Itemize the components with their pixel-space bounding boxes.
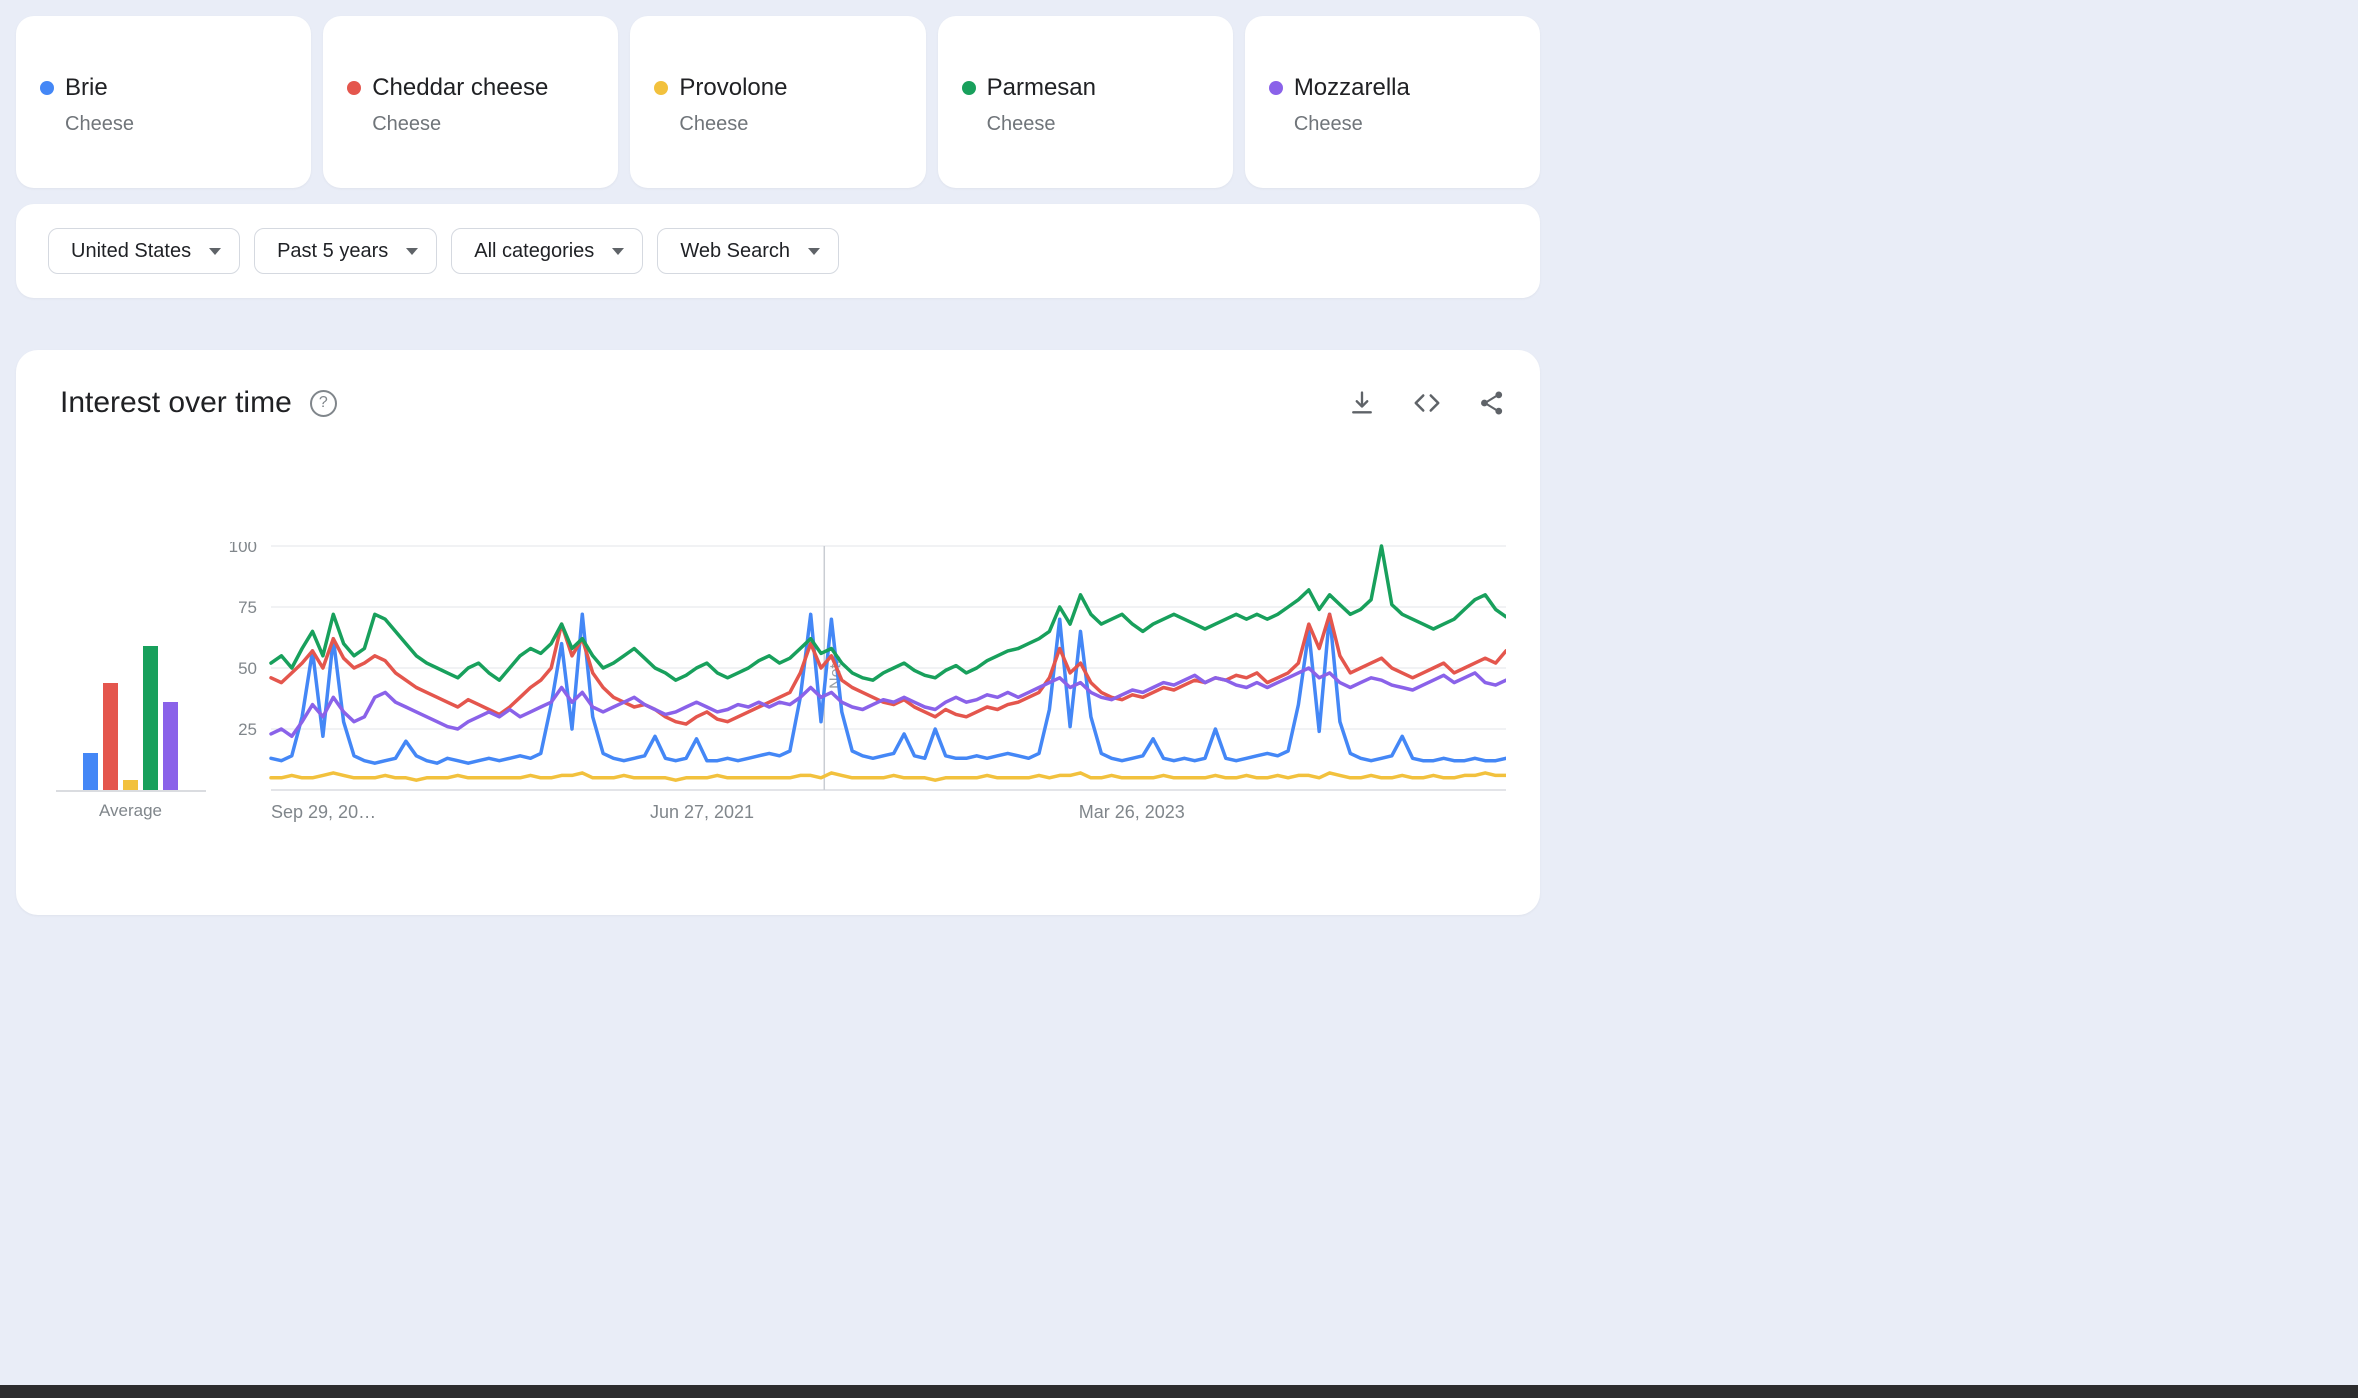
average-bar <box>83 753 98 790</box>
chevron-down-icon <box>808 247 820 255</box>
term-label: Brie <box>65 74 108 101</box>
cheddar-cheese-line <box>269 612 1506 726</box>
embed-icon[interactable] <box>1412 388 1442 418</box>
term-card-cheddar[interactable]: Cheddar cheese Cheese <box>323 16 619 188</box>
term-color-dot <box>347 81 362 95</box>
chart-title: Interest over time <box>60 386 292 419</box>
term-label: Parmesan <box>986 74 1096 101</box>
interest-over-time-card: Interest over time ? <box>16 350 1540 915</box>
term-color-dot <box>961 81 976 95</box>
filter-bar: United States Past 5 years All categorie… <box>16 204 1540 298</box>
filter-searchtype-dropdown[interactable]: Web Search <box>657 228 839 274</box>
filter-time-label: Past 5 years <box>277 239 389 262</box>
x-axis-date-label: Mar 26, 2023 <box>1078 802 1185 822</box>
average-bar <box>143 646 158 790</box>
average-bar-chart: Average <box>50 546 211 822</box>
term-color-dot <box>40 81 54 95</box>
term-card-parmesan[interactable]: Parmesan Cheese <box>937 16 1233 188</box>
term-subtitle: Cheese <box>372 113 442 135</box>
filter-searchtype-label: Web Search <box>680 239 790 262</box>
filter-time-dropdown[interactable]: Past 5 years <box>254 228 438 274</box>
average-label: Average <box>98 801 162 820</box>
average-bar <box>163 702 178 790</box>
filter-category-label: All categories <box>474 239 595 262</box>
x-axis-date-label: Jun 27, 2021 <box>649 802 755 822</box>
term-subtitle: Cheese <box>1293 113 1363 135</box>
x-axis-date-label: Sep 29, 20… <box>271 802 377 822</box>
filter-category-dropdown[interactable]: All categories <box>451 228 644 274</box>
x-axis-labels: Sep 29, 20… Jun 27, 2021 Mar 26, 2023 <box>271 794 1506 822</box>
y-tick-label: 25 <box>238 720 257 739</box>
y-tick-label: 100 <box>229 542 257 556</box>
page-content: Brie Cheese Cheddar cheese Cheese Provol… <box>0 0 1556 931</box>
term-color-dot <box>654 81 669 95</box>
chevron-down-icon <box>612 247 625 255</box>
term-card-brie[interactable]: Brie Cheese <box>16 16 312 188</box>
y-tick-label: 50 <box>238 659 257 678</box>
bottom-bar <box>0 1385 2358 1398</box>
term-card-provolone[interactable]: Provolone Cheese <box>630 16 926 188</box>
chevron-down-icon <box>209 247 222 255</box>
provolone-line <box>269 771 1506 782</box>
average-bars <box>83 546 178 790</box>
term-color-dot <box>1268 81 1283 95</box>
parmesan-line <box>269 544 1506 682</box>
average-axis-line <box>55 790 206 792</box>
y-tick-label: 75 <box>238 598 257 617</box>
mozzarella-line <box>269 666 1506 739</box>
term-cards-row: Brie Cheese Cheddar cheese Cheese Provol… <box>16 16 1541 188</box>
share-icon[interactable] <box>1478 389 1506 417</box>
term-subtitle: Cheese <box>679 113 749 135</box>
term-card-mozzarella[interactable]: Mozzarella Cheese <box>1244 16 1541 188</box>
term-label: Provolone <box>679 74 788 101</box>
download-icon[interactable] <box>1348 389 1376 417</box>
chevron-down-icon <box>406 247 419 255</box>
average-bar <box>103 682 118 790</box>
help-icon[interactable]: ? <box>309 389 337 417</box>
filter-geo-label: United States <box>71 239 192 262</box>
term-subtitle: Cheese <box>986 113 1056 135</box>
term-label: Mozzarella <box>1293 74 1410 101</box>
brie-line <box>269 612 1506 765</box>
filter-geo-dropdown[interactable]: United States <box>48 228 241 274</box>
average-bar <box>123 780 138 790</box>
term-label: Cheddar cheese <box>372 74 549 101</box>
term-subtitle: Cheese <box>65 113 134 135</box>
